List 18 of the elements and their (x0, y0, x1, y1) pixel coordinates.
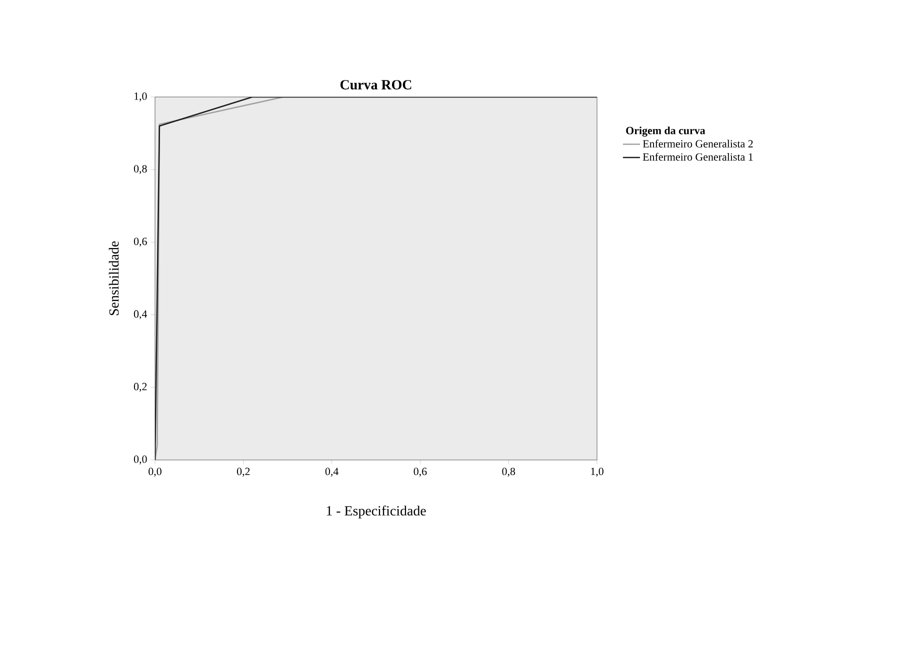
y-tick-label: 0,4 (134, 310, 148, 320)
x-tick-label: 0,4 (325, 468, 338, 477)
legend-title: Origem da curva (626, 126, 706, 137)
chart-title: Curva ROC (340, 80, 412, 90)
y-tick-label: 0,0 (134, 456, 147, 464)
y-tick-label: 0,2 (134, 382, 147, 392)
y-tick-label: 1,0 (134, 92, 147, 102)
x-axis-title: 1 - Especificidade (326, 506, 426, 518)
y-tick-label: 0,8 (134, 165, 147, 174)
y-axis-title: Sensibilidade (108, 241, 119, 316)
y-tick-label: 0,6 (134, 238, 147, 247)
x-tick-label: 0,8 (502, 468, 516, 477)
legend-label: Enfermeiro Generalista 2 (642, 140, 753, 148)
x-tick-label: 0,2 (236, 468, 250, 477)
x-tick-label: 1,0 (591, 468, 604, 477)
x-tick-label: 0,0 (148, 468, 162, 477)
legend-label: Enfermeiro Generalista 1 (642, 152, 753, 161)
x-tick-label: 0,6 (414, 468, 427, 477)
